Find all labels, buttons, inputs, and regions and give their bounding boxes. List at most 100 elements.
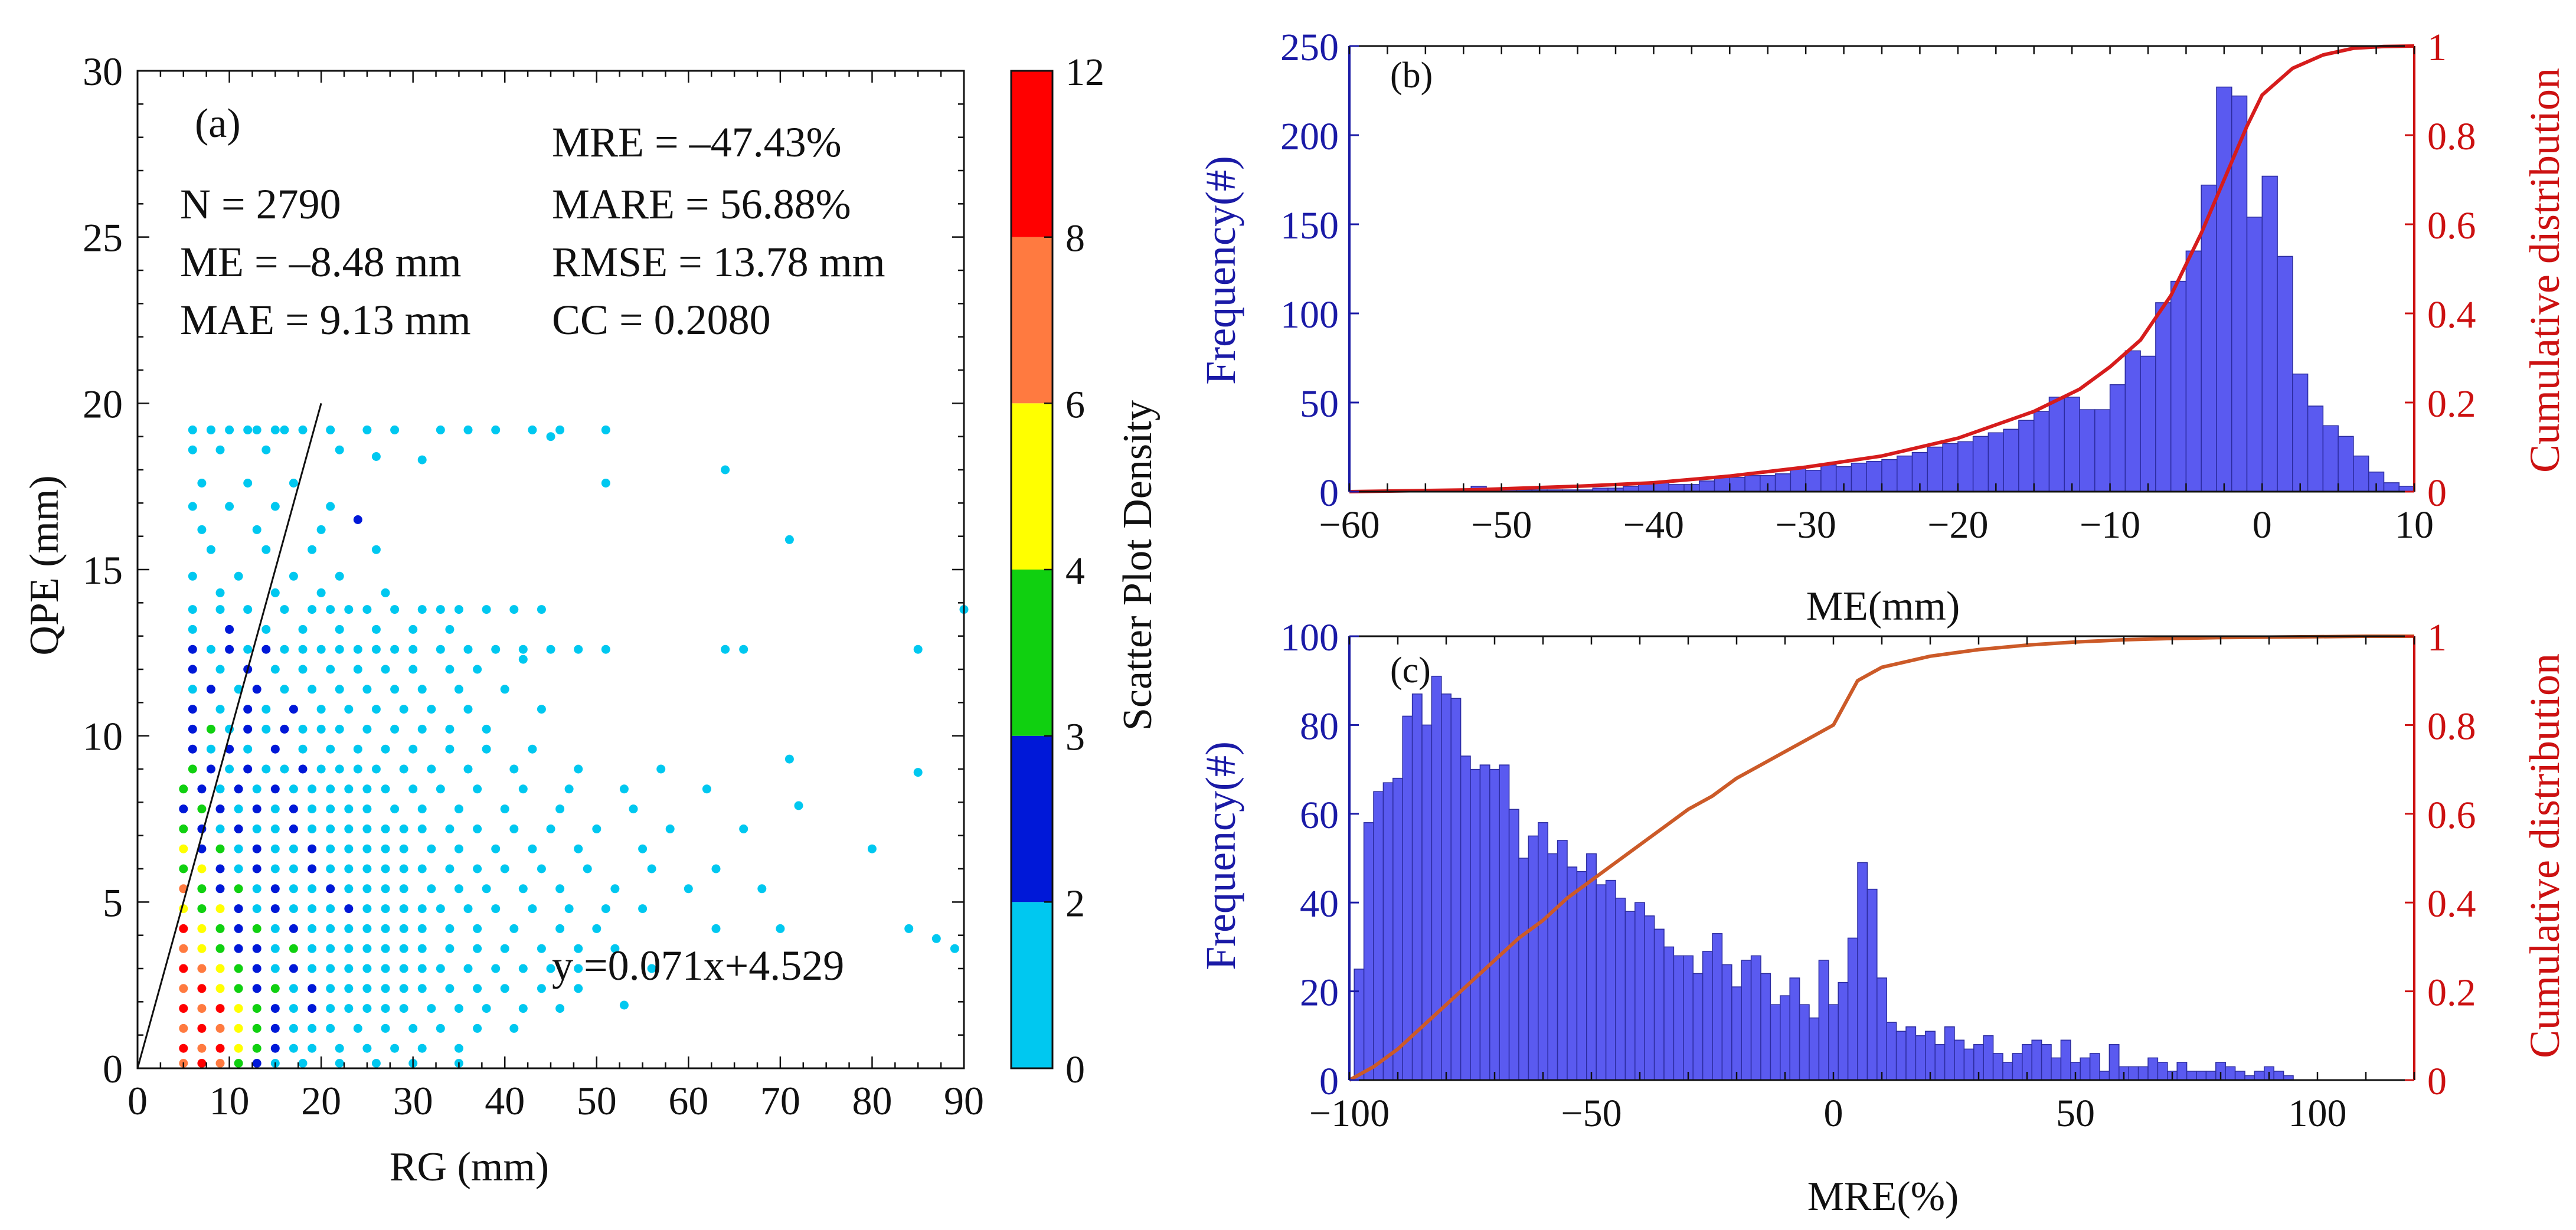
data-point <box>390 645 400 654</box>
panel-label-c: (c) <box>1390 650 1431 691</box>
y-tick-label-right: 0.4 <box>2427 293 2476 336</box>
data-point <box>482 884 491 894</box>
data-point <box>436 645 445 654</box>
histogram-bar <box>2338 436 2354 492</box>
data-point <box>390 1043 400 1053</box>
histogram-bar <box>1957 441 1974 492</box>
y-tick-label-right: 0.6 <box>2427 204 2476 247</box>
histogram-bar <box>1820 464 1837 492</box>
data-point <box>188 645 197 654</box>
data-point <box>326 904 335 914</box>
histogram-bar <box>1944 1026 1955 1081</box>
data-point <box>362 425 372 434</box>
data-point <box>528 744 537 754</box>
data-point <box>610 884 620 894</box>
data-point <box>445 624 455 634</box>
data-point <box>298 724 308 734</box>
data-point <box>326 944 335 953</box>
data-point <box>289 1023 298 1033</box>
histogram-bar <box>2254 1071 2265 1081</box>
data-point <box>473 984 482 993</box>
data-point <box>344 804 354 814</box>
y-tick-label-left: 40 <box>1300 882 1339 925</box>
histogram-bar <box>2246 217 2263 492</box>
data-point <box>399 824 408 833</box>
histogram-bar <box>1605 879 1616 1081</box>
histogram-bar <box>1692 973 1704 1081</box>
data-point <box>647 864 656 874</box>
data-point <box>308 545 317 554</box>
data-point <box>445 744 455 754</box>
data-point <box>261 645 271 654</box>
data-point <box>215 1023 225 1033</box>
data-point <box>473 824 482 833</box>
x-tick-label: 0 <box>1824 1092 1843 1135</box>
histogram-bar <box>1915 1035 1926 1081</box>
data-point <box>179 924 188 933</box>
colorbar-band <box>1011 902 1052 1068</box>
data-point <box>206 425 215 434</box>
data-point <box>344 705 354 714</box>
data-point <box>289 884 298 894</box>
data-point <box>463 964 473 973</box>
data-point <box>684 884 693 894</box>
scatter-frame: 0 10 20 30 40 50 60 70 80 90 0 5 10 15 20 25 30 <box>83 49 984 1123</box>
x-tick-label-a: 0 <box>128 1078 148 1123</box>
data-point <box>243 724 253 734</box>
data-point <box>518 964 528 973</box>
data-point <box>702 784 711 794</box>
histogram-bar <box>2137 1066 2149 1081</box>
data-point <box>197 1043 207 1053</box>
data-point <box>784 754 794 764</box>
data-point <box>417 1043 427 1053</box>
data-point <box>390 605 400 614</box>
data-point <box>482 605 491 614</box>
data-point <box>326 824 335 833</box>
y-tick-label-right: 0.2 <box>2427 971 2476 1015</box>
histogram-bar <box>2094 409 2111 492</box>
y-axis-label-left-b: Frequency(#) <box>1197 156 1244 385</box>
data-point <box>500 804 509 814</box>
data-point <box>335 624 344 634</box>
data-point <box>509 824 519 833</box>
data-point <box>243 605 253 614</box>
histogram-bar <box>1799 1004 1810 1081</box>
data-point <box>445 924 455 933</box>
data-point <box>270 864 280 874</box>
data-point <box>344 984 354 993</box>
data-point <box>252 1059 261 1068</box>
histogram-bar <box>2157 1062 2168 1081</box>
data-point <box>491 964 501 973</box>
data-point <box>509 1023 519 1033</box>
data-point <box>215 824 225 833</box>
data-point <box>362 984 372 993</box>
data-point <box>436 784 445 794</box>
data-point <box>206 685 215 694</box>
histogram-bar <box>2277 256 2293 492</box>
data-point <box>555 804 565 814</box>
histogram-bar <box>2170 280 2187 492</box>
data-point <box>270 744 280 754</box>
histogram-bar <box>2031 1039 2042 1081</box>
data-point <box>574 764 583 774</box>
histogram-bar <box>1992 1053 2003 1081</box>
data-point <box>179 824 188 833</box>
data-point <box>308 944 317 953</box>
data-point <box>252 1004 261 1013</box>
data-point <box>289 804 298 814</box>
one-to-one-line <box>136 403 322 1069</box>
data-point <box>491 844 501 853</box>
y-tick-label-left: 50 <box>1300 382 1339 426</box>
data-point <box>298 425 308 434</box>
colorbar-tick-label: 3 <box>1065 716 1085 759</box>
data-point <box>270 1004 280 1013</box>
data-point <box>215 1004 225 1013</box>
data-point <box>399 705 408 714</box>
data-point <box>280 764 289 774</box>
data-point <box>252 924 261 933</box>
histogram-bars-me <box>1470 86 2415 492</box>
data-point <box>408 744 418 754</box>
data-point <box>261 545 271 554</box>
histogram-bar <box>1963 1048 1975 1081</box>
